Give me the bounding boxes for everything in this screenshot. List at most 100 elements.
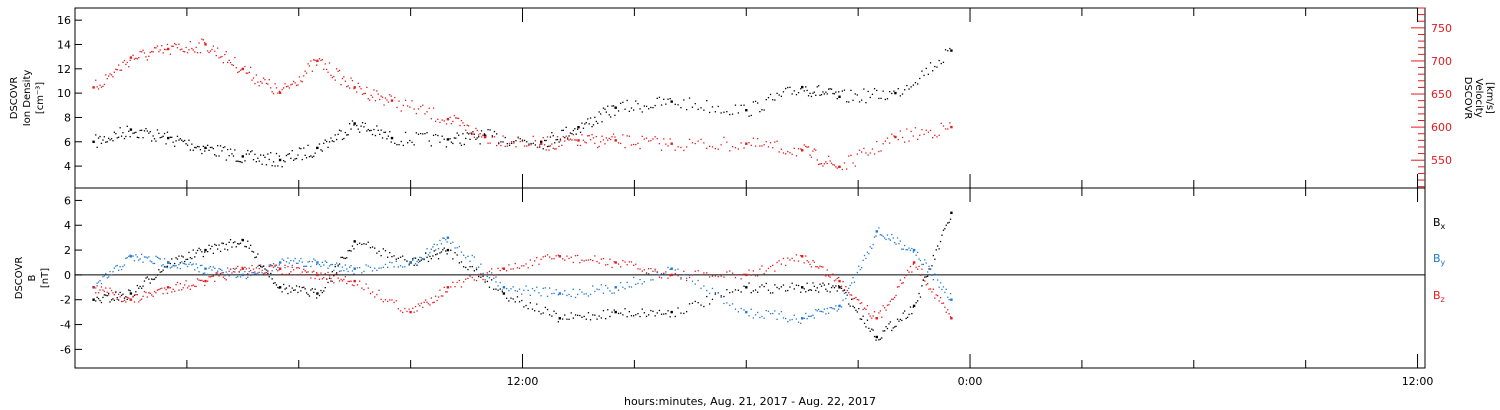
fill-dot xyxy=(688,138,691,140)
fill-dot xyxy=(436,299,438,302)
fill-dot xyxy=(514,262,516,265)
fill-dot xyxy=(626,99,628,102)
fill-dot xyxy=(791,93,793,95)
fill-dot xyxy=(534,144,536,146)
fill-dot xyxy=(588,135,590,137)
fill-dot xyxy=(812,314,814,316)
y-tick-label: 2 xyxy=(64,244,71,257)
fill-dot xyxy=(353,285,355,287)
fill-dot xyxy=(517,137,519,139)
fill-dot xyxy=(645,315,648,317)
fill-dot xyxy=(398,100,400,102)
fill-dot xyxy=(754,145,757,147)
fill-dot xyxy=(437,258,440,260)
fill-dot xyxy=(234,271,236,273)
fill-dot xyxy=(795,155,798,157)
fill-dot xyxy=(939,240,942,243)
fill-dot xyxy=(320,272,322,274)
fill-dot xyxy=(97,281,100,283)
fill-dot xyxy=(858,265,860,267)
fill-dot xyxy=(534,260,536,262)
fill-dot xyxy=(159,258,161,260)
fill-dot xyxy=(836,277,838,279)
fill-dot xyxy=(310,289,312,291)
fill-dot xyxy=(360,88,362,90)
y-tick-label: 6 xyxy=(64,194,71,207)
fill-dot xyxy=(886,304,889,306)
fill-dot xyxy=(268,79,270,81)
fill-dot xyxy=(334,273,336,275)
fill-dot xyxy=(919,274,922,276)
fill-dot xyxy=(891,133,893,135)
fill-dot xyxy=(135,294,137,296)
fill-dot xyxy=(284,83,286,85)
fill-dot xyxy=(384,97,387,99)
fill-dot xyxy=(832,164,834,166)
fill-dot xyxy=(311,261,313,263)
fill-dot xyxy=(480,263,482,265)
fill-dot xyxy=(145,277,147,279)
fill-dot xyxy=(700,107,702,109)
fill-dot xyxy=(301,158,303,161)
fill-dot xyxy=(688,303,691,305)
fill-dot xyxy=(901,136,904,139)
fill-dot xyxy=(637,282,639,285)
fill-dot xyxy=(138,57,140,59)
fill-dot xyxy=(328,275,331,277)
fill-dot xyxy=(803,144,805,146)
fill-dot xyxy=(198,42,200,44)
fill-dot xyxy=(221,242,223,244)
fill-dot xyxy=(740,307,742,310)
fill-dot xyxy=(212,148,214,150)
fill-dot xyxy=(871,93,874,95)
fill-dot xyxy=(204,284,206,287)
fill-dot xyxy=(528,144,530,147)
y-tick-label: 8 xyxy=(64,111,71,124)
fill-dot xyxy=(737,289,739,291)
fill-dot xyxy=(163,48,166,50)
fill-dot xyxy=(125,296,127,298)
fill-dot xyxy=(683,312,685,315)
fill-dot xyxy=(886,234,889,236)
fill-dot xyxy=(175,44,177,46)
fill-dot xyxy=(545,149,547,151)
fill-dot xyxy=(241,238,243,241)
fill-dot xyxy=(910,86,912,88)
fill-dot xyxy=(683,99,685,101)
fill-dot xyxy=(925,284,927,286)
fill-dot xyxy=(585,318,587,320)
fill-dot xyxy=(859,302,861,305)
fill-dot xyxy=(473,279,475,281)
fill-dot xyxy=(97,88,100,90)
point-bottom-1-5 xyxy=(278,261,282,264)
fill-dot xyxy=(408,264,410,266)
fill-dot xyxy=(222,146,224,149)
fill-dot xyxy=(412,259,414,261)
fill-dot xyxy=(648,140,650,142)
fill-dot xyxy=(536,146,539,149)
fill-dot xyxy=(214,50,216,52)
fill-dot xyxy=(343,76,345,78)
fill-dot xyxy=(132,132,134,134)
fill-dot xyxy=(888,304,890,306)
fill-dot xyxy=(435,295,437,297)
fill-dot xyxy=(906,128,908,130)
fill-dot xyxy=(820,163,823,165)
fill-dot xyxy=(324,287,326,289)
fill-dot xyxy=(321,291,323,294)
fill-dot xyxy=(944,128,947,130)
fill-dot xyxy=(178,43,180,45)
fill-dot xyxy=(374,247,376,249)
fill-dot xyxy=(552,135,554,137)
fill-dot xyxy=(288,153,290,155)
fill-dot xyxy=(816,287,818,289)
fill-dot xyxy=(852,305,854,307)
fill-dot xyxy=(446,241,448,243)
fill-dot xyxy=(848,303,850,305)
fill-dot xyxy=(185,46,187,49)
fill-dot xyxy=(247,240,249,242)
fill-dot xyxy=(417,133,420,135)
fill-dot xyxy=(260,273,262,276)
fill-dot xyxy=(851,298,853,300)
fill-dot xyxy=(293,80,295,83)
